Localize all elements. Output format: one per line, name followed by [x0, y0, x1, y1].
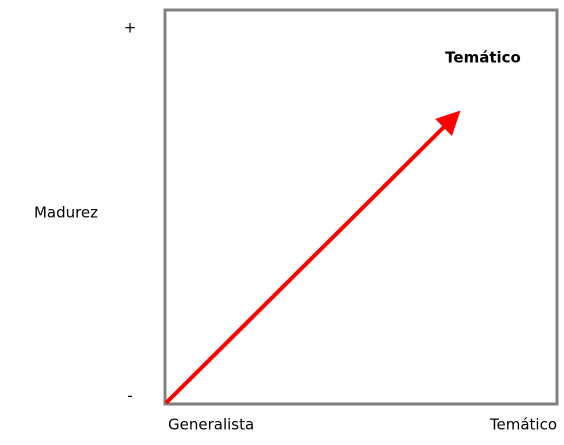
annotation: Temático	[445, 49, 521, 67]
x-right-label: Temático	[489, 416, 557, 434]
y-top-label: +	[124, 19, 137, 37]
y-axis-label: Madurez	[34, 204, 98, 222]
frame	[163, 8, 559, 406]
arrow	[164, 110, 461, 405]
x-left-label: Generalista	[168, 416, 254, 434]
y-bottom-label: -	[127, 387, 132, 405]
